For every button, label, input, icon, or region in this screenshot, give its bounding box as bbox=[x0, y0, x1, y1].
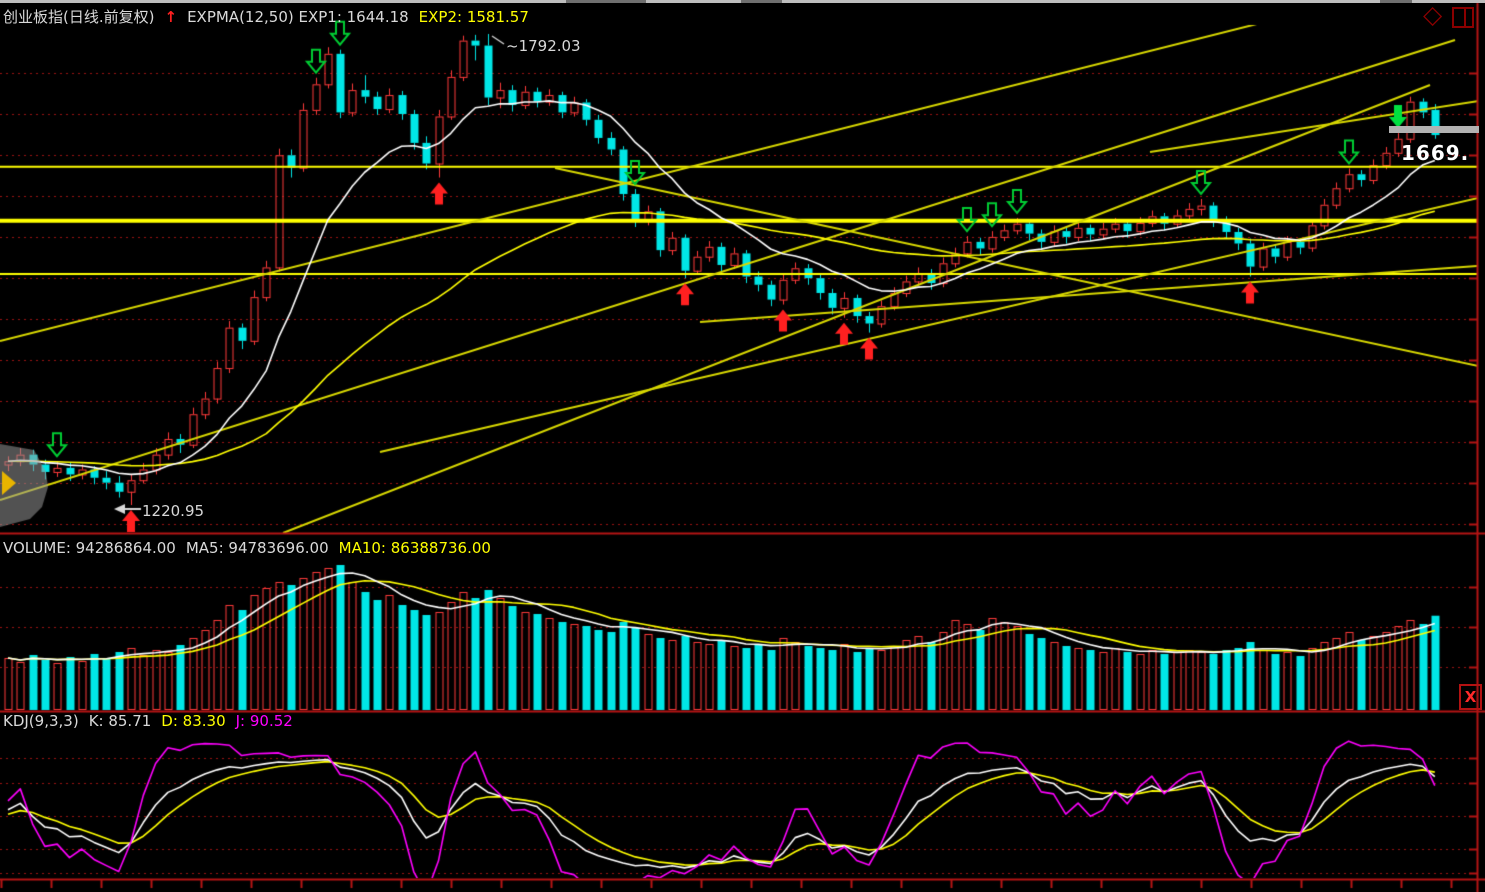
volume-panel-header: VOLUME: 94286864.00 MA5: 94783696.00 MA10:… bbox=[3, 539, 501, 557]
exp2-value: EXP2: 1581.57 bbox=[418, 8, 529, 26]
chart-title: 创业板指(日线.前复权) bbox=[3, 8, 155, 26]
last-price-tag: 1669. bbox=[1389, 126, 1479, 165]
window-top-strip bbox=[0, 0, 1485, 3]
close-indicator-button[interactable]: X bbox=[1459, 684, 1482, 710]
low-price-label: 1220.95 bbox=[142, 502, 205, 520]
price-panel-header: 创业板指(日线.前复权) ↑ EXPMA(12,50) EXP1: 1644.18 E… bbox=[3, 6, 539, 27]
last-price-value: 1669. bbox=[1401, 141, 1470, 165]
kdj-j-value: J: 90.52 bbox=[235, 712, 293, 730]
diamond-icon[interactable]: ◇ bbox=[1423, 0, 1443, 29]
kdj-k-value: K: 85.71 bbox=[88, 712, 152, 730]
kdj-name: KDJ(9,3,3) bbox=[3, 712, 79, 730]
volume-value: VOLUME: 94286864.00 bbox=[3, 539, 176, 557]
expma-values: EXPMA(12,50) EXP1: 1644.18 bbox=[187, 8, 409, 26]
kdj-panel-header: KDJ(9,3,3) K: 85.71 D: 83.30 J: 90.52 bbox=[3, 712, 303, 730]
split-window-icon[interactable] bbox=[1452, 7, 1474, 28]
volume-ma10-value: MA10: 86388736.00 bbox=[338, 539, 491, 557]
volume-ma5-value: MA5: 94783696.00 bbox=[185, 539, 329, 557]
kdj-d-value: D: 83.30 bbox=[161, 712, 226, 730]
high-price-label: ~1792.03 bbox=[506, 37, 581, 55]
up-arrow-icon: ↑ bbox=[164, 8, 178, 26]
last-price-tag-bar bbox=[1389, 126, 1479, 133]
